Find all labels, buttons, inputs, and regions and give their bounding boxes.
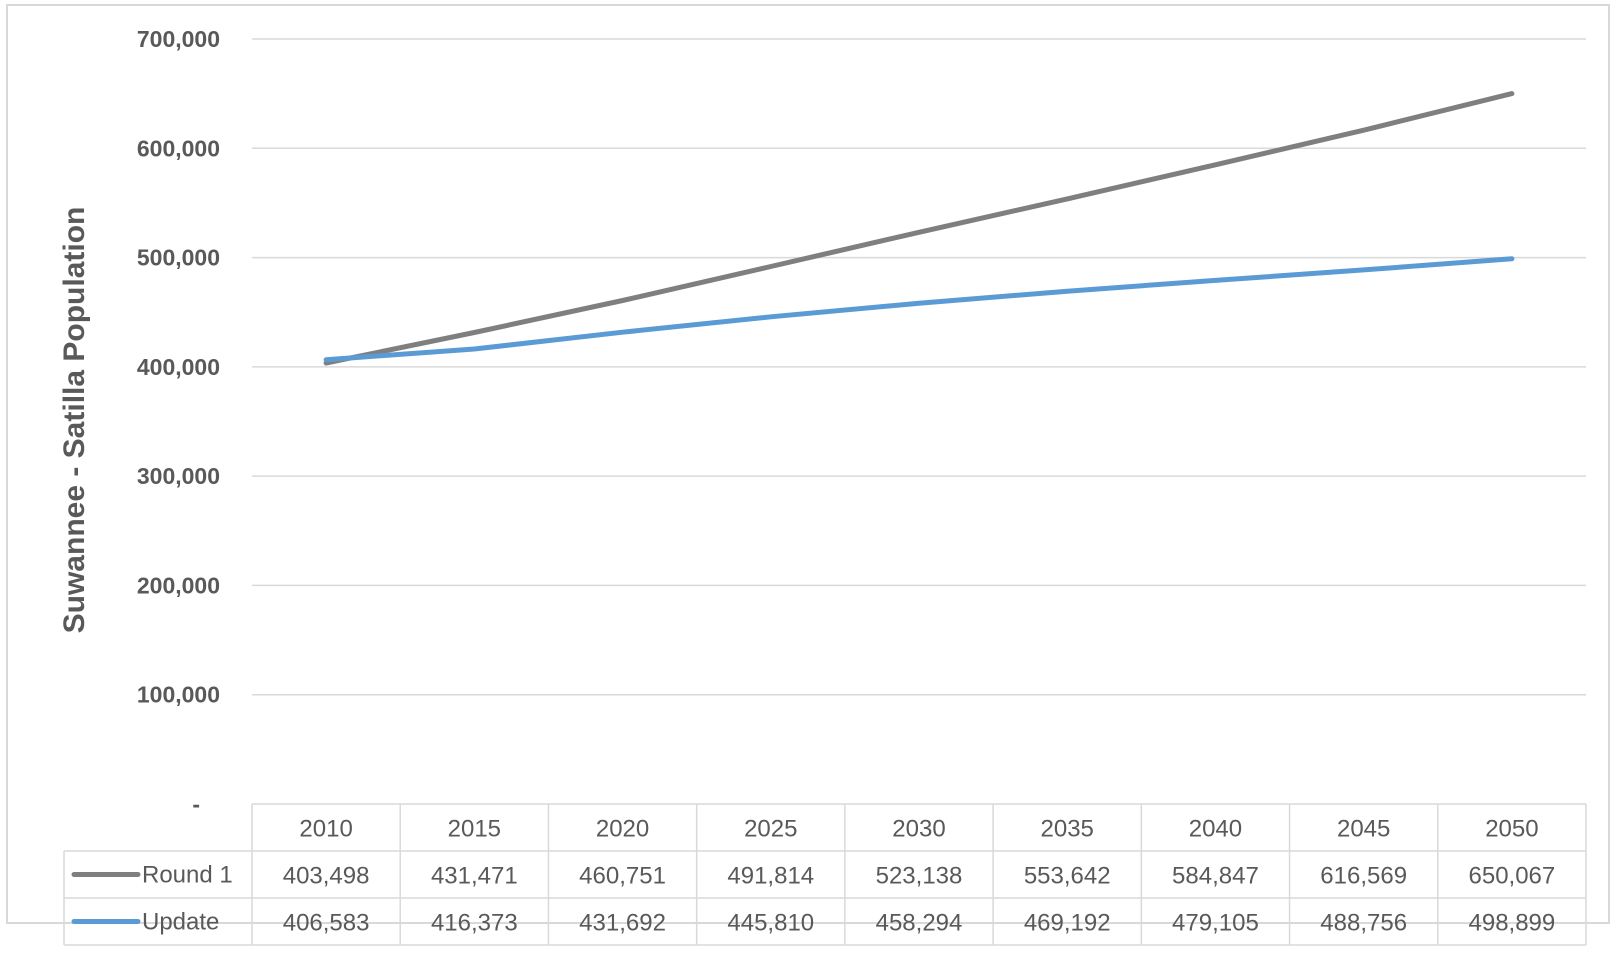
x-tick-label: 2010 <box>299 816 352 843</box>
y-tick-label: 300,000 <box>137 463 220 489</box>
y-tick-label: 700,000 <box>137 26 220 52</box>
x-tick-label: 2040 <box>1189 816 1242 843</box>
legend-label: Update <box>142 909 219 936</box>
data-label: 460,751 <box>579 863 666 890</box>
chart-frame <box>6 4 1610 924</box>
x-tick-label: 2025 <box>744 816 797 843</box>
y-axis-title: Suwannee - Satilla Population <box>58 207 91 634</box>
series-lines <box>323 91 1515 366</box>
y-tick-label: 600,000 <box>137 135 220 161</box>
data-label: 479,105 <box>1172 910 1259 937</box>
data-label: 584,847 <box>1172 863 1259 890</box>
data-label: 431,692 <box>579 910 666 937</box>
data-label: 469,192 <box>1024 910 1111 937</box>
x-tick-label: 2035 <box>1041 816 1094 843</box>
data-table: 2010 2015 2020 2025 2030 2035 2040 2045 2050 Roun… <box>63 803 1587 946</box>
series-line-0 <box>323 91 1515 366</box>
data-label: 553,642 <box>1024 863 1111 890</box>
y-tick-label: 100,000 <box>137 682 220 708</box>
x-tick-label: 2030 <box>892 816 945 843</box>
x-tick-label: 2015 <box>448 816 501 843</box>
gridlines <box>252 38 1586 696</box>
y-tick-label: 400,000 <box>137 354 220 380</box>
data-label: 523,138 <box>876 863 963 890</box>
data-label: 650,067 <box>1469 863 1556 890</box>
x-tick-label: 2050 <box>1485 816 1538 843</box>
data-label: 616,569 <box>1320 863 1407 890</box>
data-label: 403,498 <box>283 863 370 890</box>
x-tick-label: 2045 <box>1337 816 1390 843</box>
data-label: 458,294 <box>876 910 963 937</box>
data-label: 491,814 <box>727 863 814 890</box>
x-tick-label: 2020 <box>596 816 649 843</box>
legend-label: Round 1 <box>142 862 233 889</box>
y-axis-ticks: - 100,000 200,000 300,000 400,000 500,000 600,… <box>137 26 220 817</box>
y-tick-label: 500,000 <box>137 245 220 271</box>
y-tick-label: - <box>192 791 200 817</box>
data-label: 431,471 <box>431 863 518 890</box>
data-label: 406,583 <box>283 910 370 937</box>
data-label: 498,899 <box>1469 910 1556 937</box>
data-label: 416,373 <box>431 910 518 937</box>
data-label: 488,756 <box>1320 910 1407 937</box>
data-label: 445,810 <box>727 910 814 937</box>
y-tick-label: 200,000 <box>137 572 220 598</box>
series-line-1 <box>323 256 1515 363</box>
